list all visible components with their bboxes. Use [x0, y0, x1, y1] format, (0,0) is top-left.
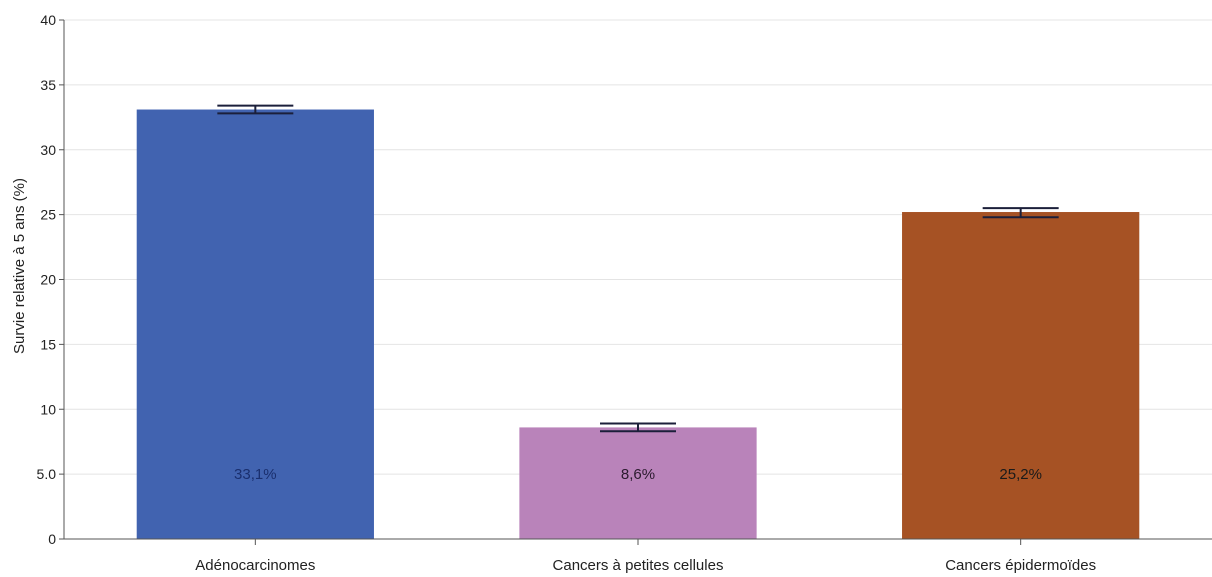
y-tick-label: 20: [40, 272, 56, 288]
bar: [519, 427, 757, 539]
x-tick-label: Cancers épidermoïdes: [945, 557, 1096, 574]
data-label: 33,1%: [234, 466, 277, 483]
y-tick-label: 5.0: [37, 466, 57, 482]
x-tick-label: Cancers à petites cellules: [553, 557, 724, 574]
data-labels: 33,1% 8,6% 25,2%: [234, 466, 1042, 483]
data-label: 25,2%: [999, 466, 1042, 483]
error-bars: [217, 104, 1059, 433]
axes: 0 5.0 10 15 20 25 30 35 40 Adénocarcinomes Cancers…: [37, 12, 1212, 574]
y-tick-label: 25: [40, 207, 56, 223]
x-tick-label: Adénocarcinomes: [195, 557, 315, 574]
y-axis-title: Survie relative à 5 ans (%): [11, 178, 28, 354]
y-tick-label: 0: [48, 531, 56, 547]
y-tick-label: 15: [40, 336, 56, 352]
y-tick-label: 40: [40, 12, 56, 28]
y-tick-label: 30: [40, 142, 56, 158]
y-tick-label: 35: [40, 77, 56, 93]
y-tick-label: 10: [40, 401, 56, 417]
bars: [136, 109, 1140, 539]
bar: [136, 109, 374, 539]
bar: [902, 212, 1140, 539]
data-label: 8,6%: [621, 466, 655, 483]
